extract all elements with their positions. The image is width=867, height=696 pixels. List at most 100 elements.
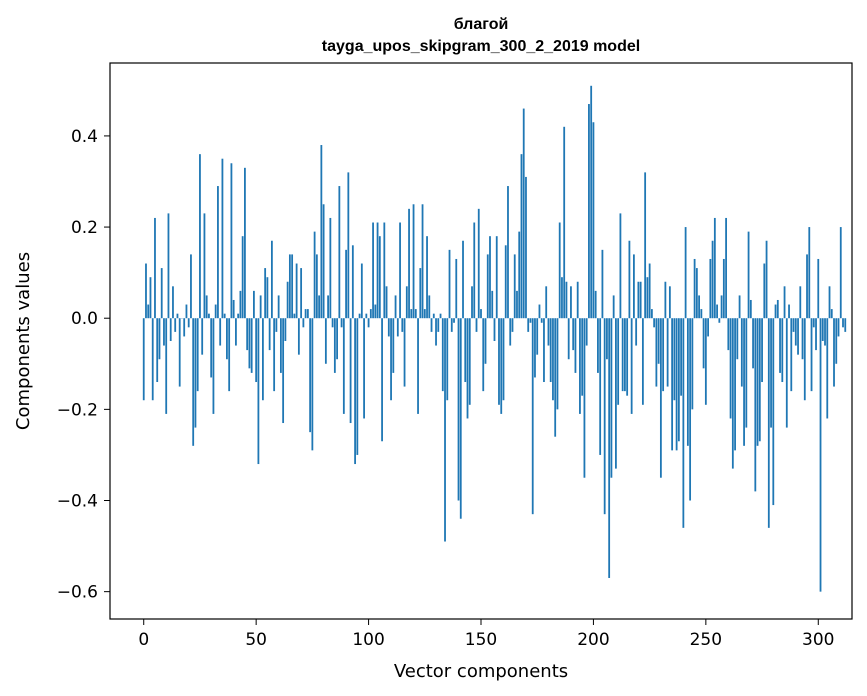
x-tick-label: 0: [138, 630, 149, 650]
bar: [579, 318, 581, 414]
bar: [149, 277, 152, 319]
bar: [585, 318, 588, 346]
bar: [437, 318, 440, 332]
bar: [268, 318, 271, 351]
bar: [486, 254, 489, 319]
bar: [718, 318, 721, 323]
bar: [572, 318, 575, 351]
bar: [223, 313, 226, 319]
bar: [444, 318, 446, 542]
bar: [417, 318, 419, 414]
bar: [340, 318, 343, 328]
bar: [183, 318, 186, 337]
x-axis-ticks: 0 50 100 150 200 250 300: [138, 619, 834, 650]
bar: [561, 277, 563, 319]
bar: [736, 318, 739, 360]
bar: [432, 313, 435, 319]
bar: [527, 318, 530, 332]
bar: [185, 304, 188, 319]
bar: [365, 313, 368, 319]
bar: [655, 318, 658, 387]
bar: [686, 318, 689, 446]
x-tick-label: 200: [577, 630, 609, 650]
bar: [819, 318, 822, 592]
bar: [360, 263, 363, 319]
bar: [749, 299, 752, 319]
bar: [738, 295, 741, 319]
bar: [511, 318, 514, 332]
x-tick-label: 100: [352, 630, 384, 650]
bar: [774, 304, 777, 319]
bar: [468, 318, 471, 405]
bar: [817, 258, 820, 319]
x-tick-label: 300: [802, 630, 834, 650]
bar: [540, 318, 543, 323]
bar: [300, 268, 303, 319]
bar: [590, 85, 593, 319]
bar: [160, 268, 163, 319]
bar: [351, 245, 354, 319]
bar: [612, 295, 615, 319]
bar: [259, 295, 262, 319]
bar: [495, 236, 498, 319]
bar: [367, 318, 370, 328]
bar: [783, 286, 786, 319]
y-axis-label: Components values: [13, 252, 34, 430]
bar: [781, 318, 784, 383]
bar: [459, 318, 462, 519]
bar: [682, 318, 685, 528]
bar: [473, 222, 476, 319]
bar: [518, 231, 521, 319]
bar: [754, 318, 757, 492]
bar: [608, 318, 611, 578]
bar: [803, 318, 806, 401]
bar: [394, 295, 397, 319]
bar: [801, 318, 804, 360]
bar: [684, 227, 687, 319]
bar: [520, 154, 523, 319]
bar: [403, 318, 406, 387]
bar: [740, 318, 743, 387]
bar: [617, 318, 620, 405]
bar: [383, 222, 386, 319]
bar: [291, 254, 294, 319]
bar: [466, 318, 469, 419]
bar: [628, 240, 631, 319]
bar: [662, 318, 665, 392]
bar: [387, 318, 390, 337]
bar: [244, 167, 246, 319]
bar: [615, 318, 617, 469]
bar: [217, 186, 219, 319]
bar: [713, 217, 716, 319]
bar: [543, 318, 545, 383]
chart-title-line1: благой: [454, 16, 509, 33]
bar: [304, 309, 307, 319]
bar: [178, 318, 181, 387]
x-axis-label: Vector components: [394, 661, 568, 682]
y-tick-label: −0.2: [57, 400, 98, 420]
bar: [318, 295, 321, 319]
bar: [826, 318, 829, 419]
bar: [630, 318, 633, 414]
bar: [266, 277, 269, 319]
bar: [644, 172, 647, 319]
bar: [727, 318, 730, 351]
bar: [621, 318, 624, 392]
bar: [212, 318, 215, 414]
bar: [199, 154, 201, 319]
bar: [349, 318, 352, 424]
bar: [626, 318, 629, 396]
bar: [286, 281, 289, 319]
bar: [145, 263, 147, 319]
bar: [311, 318, 314, 451]
bar: [147, 304, 150, 319]
bar: [277, 295, 280, 319]
bar: [570, 286, 572, 319]
bar: [772, 318, 775, 506]
bar: [201, 318, 204, 355]
bar: [700, 309, 703, 319]
bar: [453, 318, 455, 323]
bar: [513, 254, 516, 319]
bar: [833, 318, 835, 387]
bar: [163, 318, 165, 346]
